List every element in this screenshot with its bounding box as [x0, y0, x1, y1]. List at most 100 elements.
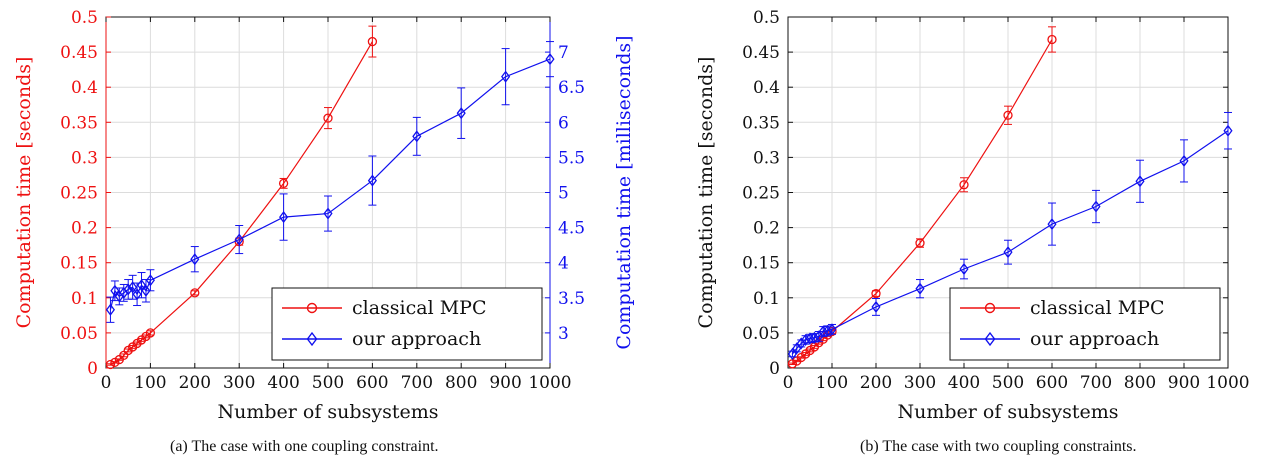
error-bar	[128, 345, 137, 349]
x-tick-label: 100	[134, 373, 166, 393]
series-our-approach	[787, 111, 1233, 361]
chart-b: 0 100 200 300 400 500 600 700 800 900 1000 0 0.05 0.1…	[695, 8, 1250, 423]
data-point	[871, 300, 881, 314]
legend-item-our-approach: our approach	[960, 328, 1159, 350]
y2-tick-label: 5	[558, 184, 569, 204]
data-point	[823, 324, 833, 337]
x-tick-label: 700	[401, 373, 433, 393]
y-tick-label: 0.2	[753, 219, 780, 239]
error-bar	[457, 87, 466, 139]
data-point	[801, 333, 811, 347]
y-tick-label: 0.45	[742, 43, 780, 63]
data-point	[145, 328, 156, 338]
data-point	[136, 279, 147, 292]
y-tick-label: 0.4	[753, 78, 780, 98]
data-point	[1003, 246, 1013, 259]
x-tick-label: 400	[267, 373, 299, 393]
error-bar	[1136, 159, 1144, 203]
data-point	[809, 331, 819, 344]
data-point	[787, 347, 797, 361]
y-tick-label: 0.25	[60, 184, 98, 204]
error-bar	[819, 337, 828, 342]
x-tick-label: 500	[312, 373, 344, 393]
x-tick-label: 700	[1080, 373, 1112, 393]
y-axis-label: Computation time [seconds]	[695, 57, 717, 329]
series-our-approach	[105, 41, 555, 323]
data-point	[367, 174, 377, 187]
x-tick-label: 1000	[528, 373, 571, 393]
error-bar	[235, 224, 244, 255]
y-tick-label: 0.45	[60, 43, 98, 63]
data-point	[915, 238, 925, 248]
error-bar	[546, 41, 554, 78]
error-bar	[368, 155, 377, 206]
y-tick-label: 0.35	[742, 113, 780, 133]
data-point	[545, 53, 555, 66]
x-tick-label: 900	[489, 373, 521, 393]
x-tick-label: 200	[860, 373, 892, 393]
data-point	[105, 359, 116, 370]
error-bar	[324, 107, 332, 130]
error-bar	[146, 330, 155, 336]
error-bar	[279, 193, 288, 241]
data-point	[279, 210, 289, 224]
data-point	[805, 332, 815, 345]
legend-item-classical-mpc: classical MPC	[282, 297, 486, 319]
data-point	[128, 281, 138, 294]
y-tick-label: 0.5	[71, 8, 98, 28]
legend-box	[271, 287, 543, 361]
error-bar	[501, 48, 510, 106]
y-tick-label: 0	[87, 359, 98, 379]
data-point	[190, 288, 200, 298]
data-point	[110, 284, 120, 297]
legend-marker	[984, 302, 996, 314]
y2-tick-label: 4	[558, 254, 569, 274]
y-tick-label: 0.25	[742, 184, 780, 204]
data-point	[456, 107, 466, 120]
legend-label: classical MPC	[352, 297, 486, 319]
error-bar	[190, 246, 199, 273]
error-bar	[106, 363, 115, 366]
legend-marker	[306, 302, 318, 314]
error-bar	[1048, 26, 1056, 53]
y2-tick-label: 6	[558, 113, 569, 133]
data-point	[818, 325, 828, 338]
x-tick-label: 600	[356, 373, 388, 393]
data-point	[1223, 124, 1233, 137]
legend-marker	[306, 331, 318, 347]
data-point	[1135, 175, 1145, 188]
x-tick-label: 0	[101, 373, 112, 393]
y-tick-label: 0.15	[742, 254, 780, 274]
error-bar	[412, 116, 421, 156]
data-point	[915, 282, 925, 295]
data-point	[827, 323, 837, 336]
series-line	[109, 58, 551, 310]
y2-tick-label: 4.5	[558, 219, 585, 239]
error-bar	[960, 177, 968, 193]
data-point	[234, 233, 244, 246]
error-bar	[1048, 202, 1056, 246]
data-point	[1003, 110, 1013, 120]
y-tick-label: 0.2	[71, 219, 98, 239]
error-bar	[190, 290, 199, 296]
error-bar	[137, 338, 146, 342]
x-tick-label: 0	[783, 373, 794, 393]
data-point	[412, 130, 422, 143]
y-tick-label: 0.5	[753, 8, 780, 28]
caption-b: (b) The case with two coupling constrain…	[860, 438, 1137, 455]
x-tick-label: 200	[179, 373, 211, 393]
x-axis-label: Number of subsystems	[898, 401, 1119, 423]
caption-a: (a) The case with one coupling constrain…	[170, 438, 439, 455]
data-point	[1179, 154, 1189, 167]
y2-tick-label: 3.5	[558, 289, 585, 309]
y-tick-label: 0.3	[753, 148, 780, 168]
y-tick-label: 0.05	[742, 324, 780, 344]
y-tick-label: 0.35	[60, 113, 98, 133]
legend-label: classical MPC	[1030, 297, 1164, 319]
data-point	[323, 113, 333, 123]
data-point	[959, 262, 969, 276]
legend-item-classical-mpc: classical MPC	[960, 297, 1164, 319]
error-bar	[279, 177, 288, 189]
error-bar	[141, 279, 150, 303]
